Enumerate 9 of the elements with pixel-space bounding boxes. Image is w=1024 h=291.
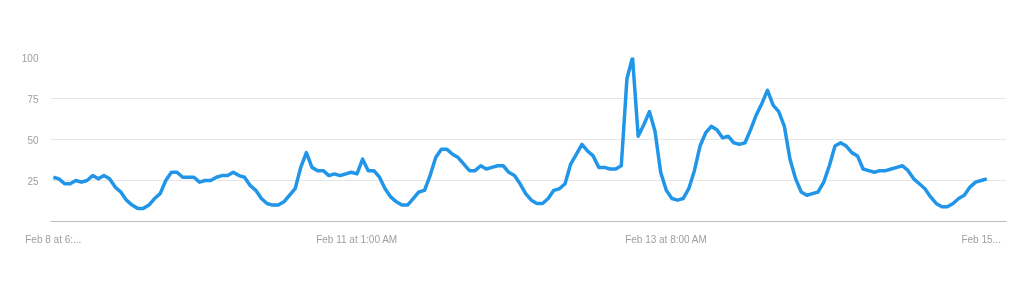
- line-series: [51, 57, 989, 211]
- x-tick-label: Feb 11 at 1:00 AM: [316, 233, 398, 245]
- y-tick-label: 25: [27, 175, 39, 187]
- y-tick-label: 50: [27, 134, 39, 146]
- y-tick-label: 75: [27, 93, 39, 105]
- x-tick-label: Feb 13 at 8:00 AM: [625, 233, 707, 245]
- x-tick-label: Feb 8 at 6:...: [25, 233, 82, 245]
- y-tick-label: 100: [21, 52, 39, 64]
- x-tick-label: Feb 15...: [961, 233, 1001, 245]
